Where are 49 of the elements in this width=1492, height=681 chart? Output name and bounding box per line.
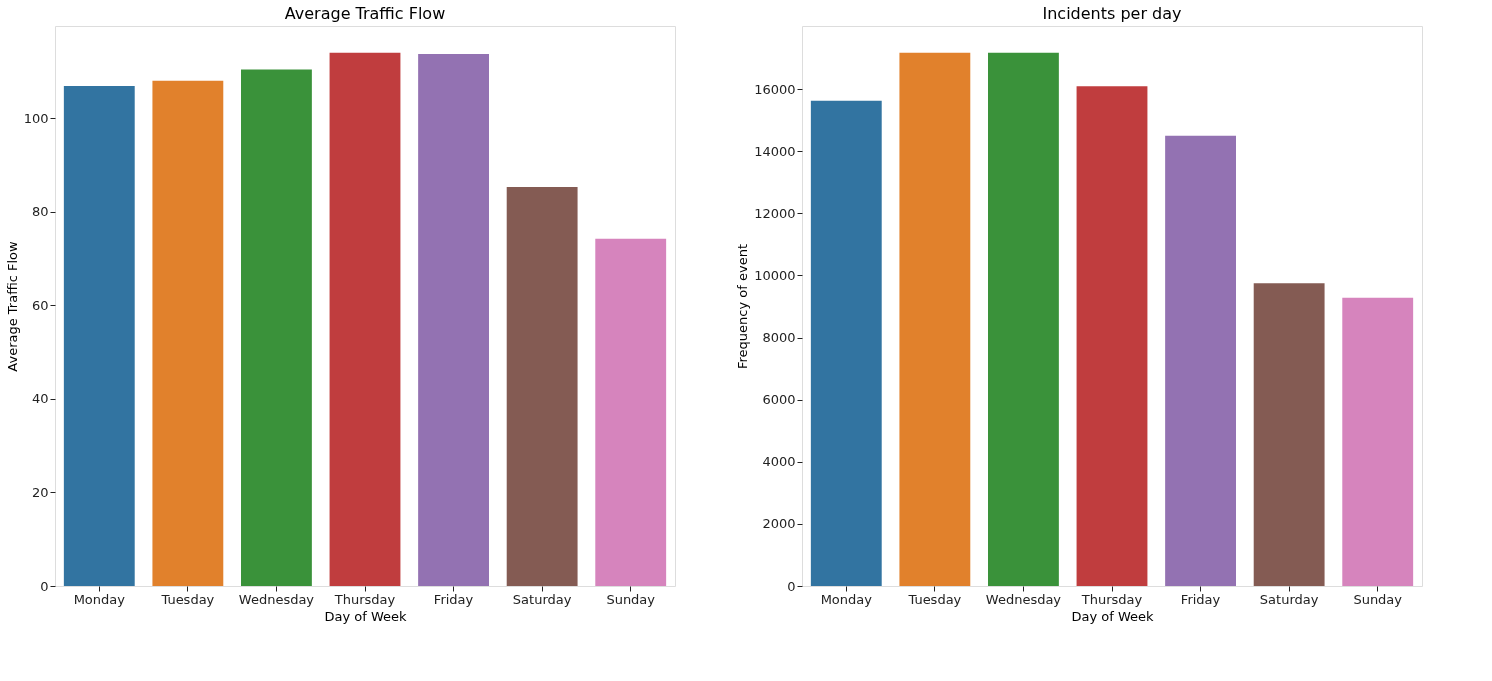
y-tick-label: 80 xyxy=(31,204,49,220)
x-tick-label: Friday xyxy=(1180,591,1221,607)
y-tick-label: 40 xyxy=(31,391,49,407)
bar xyxy=(152,80,224,586)
x-tick-label: Thursday xyxy=(333,591,396,607)
y-tick-label: 14000 xyxy=(754,143,796,159)
y-tick-label: 60 xyxy=(31,297,49,313)
bar xyxy=(506,186,578,586)
y-tick-label: 8000 xyxy=(762,330,796,346)
x-tick-label: Sunday xyxy=(606,591,656,607)
y-tick-label: 20 xyxy=(31,484,49,500)
chart-title: Average Traffic Flow xyxy=(284,4,446,23)
x-tick-label: Tuesday xyxy=(160,591,215,607)
y-tick-label: 10000 xyxy=(754,267,796,283)
y-tick-label: 2000 xyxy=(762,516,796,532)
y-tick-label: 0 xyxy=(787,578,796,594)
x-tick-label: Monday xyxy=(73,591,126,607)
y-tick-label: 100 xyxy=(23,110,49,126)
bar xyxy=(241,69,312,586)
chart-title: Incidents per day xyxy=(1042,4,1182,23)
x-tick-label: Saturday xyxy=(1259,591,1319,607)
x-tick-label: Wednesday xyxy=(985,591,1062,607)
bar xyxy=(899,52,971,586)
x-tick-label: Sunday xyxy=(1353,591,1403,607)
x-axis-title: Day of Week xyxy=(324,608,408,624)
bar xyxy=(63,85,135,586)
x-tick-label: Friday xyxy=(433,591,474,607)
bar xyxy=(418,54,489,586)
y-tick-label: 0 xyxy=(40,578,49,594)
x-axis-title: Day of Week xyxy=(1071,608,1155,624)
y-tick-label: 6000 xyxy=(762,392,796,408)
x-tick-label: Tuesday xyxy=(907,591,962,607)
y-axis-title: Average Traffic Flow xyxy=(4,240,20,372)
bar xyxy=(329,52,401,586)
bar xyxy=(1165,135,1236,586)
bar xyxy=(810,100,882,586)
bar xyxy=(595,238,667,586)
bar xyxy=(988,52,1059,586)
x-tick-label: Saturday xyxy=(512,591,572,607)
y-tick-label: 4000 xyxy=(762,454,796,470)
y-tick-label: 12000 xyxy=(754,205,796,221)
x-tick-label: Monday xyxy=(820,591,873,607)
y-tick-label: 16000 xyxy=(754,81,796,97)
x-tick-label: Wednesday xyxy=(238,591,315,607)
bar xyxy=(1342,297,1414,586)
bar xyxy=(1076,86,1148,586)
bar xyxy=(1253,283,1325,586)
y-axis-title: Frequency of event xyxy=(735,244,751,369)
x-tick-label: Thursday xyxy=(1080,591,1143,607)
